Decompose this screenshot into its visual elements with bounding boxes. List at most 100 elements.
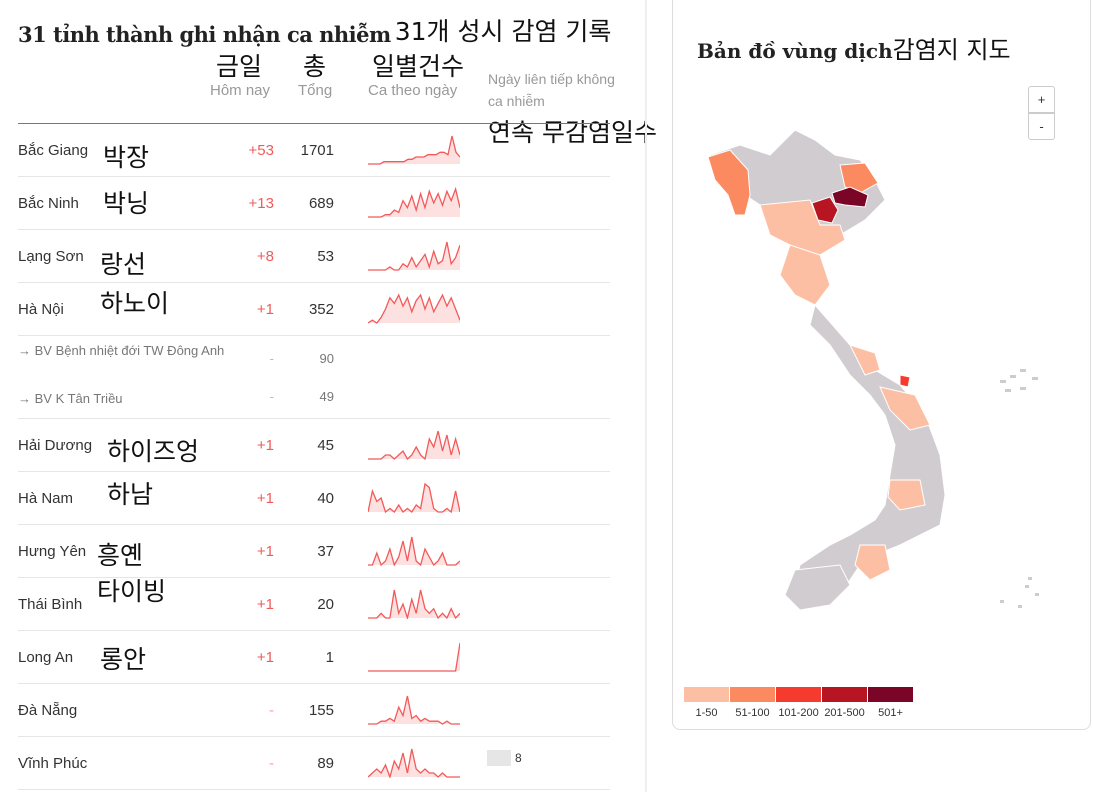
zoom-out-button[interactable]: - xyxy=(1028,113,1055,140)
province-translation: 타이빙 xyxy=(97,577,167,606)
total-count: 53 xyxy=(317,248,334,265)
province-name: Bắc Giang xyxy=(18,142,89,159)
legend-item: 201-500 xyxy=(822,687,867,719)
sparkline-line xyxy=(368,748,460,778)
table-row: Long An +1 1 xyxy=(18,631,610,684)
map-region-delta xyxy=(759,199,846,266)
sub-row: → BV Bệnh nhiệt đới TW Đông Anh - 90 xyxy=(18,341,610,381)
province-translation: 하노이 xyxy=(100,289,170,318)
sparkline-area xyxy=(368,136,460,164)
map-legend: 1-50 51-100 101-200 201-500 501+ xyxy=(684,687,913,719)
streak-value: 8 xyxy=(515,751,522,765)
table-row: Vĩnh Phúc - 89 xyxy=(18,737,610,790)
legend-item: 51-100 xyxy=(730,687,775,719)
table-row: Hưng Yên +1 37 xyxy=(18,525,610,578)
daily-sparkline xyxy=(368,748,460,778)
sparkline-area xyxy=(368,484,460,512)
table-row: Bắc Ninh +13 689 xyxy=(18,177,610,230)
legend-swatch xyxy=(776,687,821,702)
sparkline-line xyxy=(368,589,460,619)
table-row: Đà Nẵng - 155 xyxy=(18,684,610,737)
total-count: 89 xyxy=(317,755,334,772)
today-count: +1 xyxy=(256,437,274,454)
province-name: Thái Bình xyxy=(18,596,83,613)
province-translation: 하남 xyxy=(107,480,154,509)
daily-sparkline xyxy=(368,430,460,460)
sub-row-today: - xyxy=(269,351,274,366)
legend-label: 201-500 xyxy=(824,707,865,719)
today-count: +1 xyxy=(256,490,274,507)
header-divider xyxy=(18,123,610,124)
legend-label: 101-200 xyxy=(778,707,819,719)
header-streak-translation: 연속 무감염일수 xyxy=(488,118,657,147)
map-title-text: Bản đồ vùng dịch xyxy=(697,39,893,63)
daily-sparkline xyxy=(368,482,460,513)
sparkline-area xyxy=(368,643,460,671)
province-name: Vĩnh Phúc xyxy=(18,755,88,772)
sparkline-area xyxy=(368,749,460,777)
table-row: Hà Nội +1 352 xyxy=(18,283,610,336)
islands-paracel xyxy=(1000,369,1038,392)
daily-sparkline xyxy=(368,293,460,324)
total-count: 20 xyxy=(317,596,334,613)
header-daily: Ca theo ngày xyxy=(368,82,458,99)
sub-row-total: 90 xyxy=(319,351,334,366)
today-count: +1 xyxy=(256,301,274,318)
legend-swatch xyxy=(730,687,775,702)
header-total: Tổng xyxy=(298,82,333,99)
map-region-highlands xyxy=(887,479,926,511)
province-name: Bắc Ninh xyxy=(18,195,79,212)
province-translation: 하이즈엉 xyxy=(107,437,200,466)
total-count: 37 xyxy=(317,543,334,560)
map-title: Bản đồ vùng dịch감염지 지도 xyxy=(697,30,1011,65)
header-total-translation: 총 xyxy=(303,52,327,81)
table-row: Lạng Sơn +8 53 xyxy=(18,230,610,283)
sparkline-area xyxy=(368,242,460,270)
province-translation: 흥옌 xyxy=(97,541,144,570)
sparkline-line xyxy=(368,642,460,672)
sparkline-line xyxy=(368,186,460,218)
today-count: - xyxy=(269,702,274,719)
daily-sparkline xyxy=(368,695,460,725)
legend-label: 501+ xyxy=(878,707,903,719)
map-region-south xyxy=(854,544,891,581)
province-translation: 랑선 xyxy=(100,250,147,279)
vietnam-map[interactable] xyxy=(700,125,1040,625)
map-region-langson xyxy=(839,162,879,194)
legend-item: 1-50 xyxy=(684,687,729,719)
zoom-in-button[interactable]: + xyxy=(1028,86,1055,113)
map-region-danang xyxy=(899,374,911,388)
province-name: Hà Nam xyxy=(18,490,74,507)
sub-row-name: → BV Bệnh nhiệt đới TW Đông Anh xyxy=(18,343,225,358)
today-count: +8 xyxy=(256,248,274,265)
sparkline-line xyxy=(368,482,460,513)
total-count: 689 xyxy=(308,195,334,212)
panel-divider xyxy=(645,0,647,792)
table-row: Hà Nam +1 40 xyxy=(18,472,610,525)
daily-sparkline xyxy=(368,536,460,566)
page-title: 31 tỉnh thành ghi nhận ca nhiễm xyxy=(18,22,391,47)
header-streak: Ngày liên tiếp không ca nhiễm xyxy=(488,71,615,109)
map-card xyxy=(672,0,1091,730)
islands-spratly xyxy=(1000,577,1039,608)
sub-row: → BV K Tân Triều - 49 xyxy=(18,389,610,419)
table-row: Bắc Giang +53 1701 xyxy=(18,124,610,177)
legend-swatch xyxy=(868,687,913,702)
today-count: +13 xyxy=(248,195,274,212)
map-title-translation: 감염지 지도 xyxy=(892,36,1011,64)
sub-row-name: → BV K Tân Triều xyxy=(18,391,123,406)
total-count: 1701 xyxy=(300,142,334,159)
province-name: Hà Nội xyxy=(18,301,64,318)
header-daily-translation: 일별건수 xyxy=(372,52,465,81)
today-count: - xyxy=(269,755,274,772)
province-name: Long An xyxy=(18,649,74,666)
daily-sparkline xyxy=(368,642,460,672)
province-name: Đà Nẵng xyxy=(18,702,78,719)
map-region-bacgiang xyxy=(831,186,869,208)
total-count: 1 xyxy=(325,649,334,666)
today-count: +1 xyxy=(256,543,274,560)
sparkline-area xyxy=(368,696,460,724)
legend-swatch xyxy=(822,687,867,702)
map-region-quangnam xyxy=(879,386,931,431)
sub-row-today: - xyxy=(269,389,274,404)
